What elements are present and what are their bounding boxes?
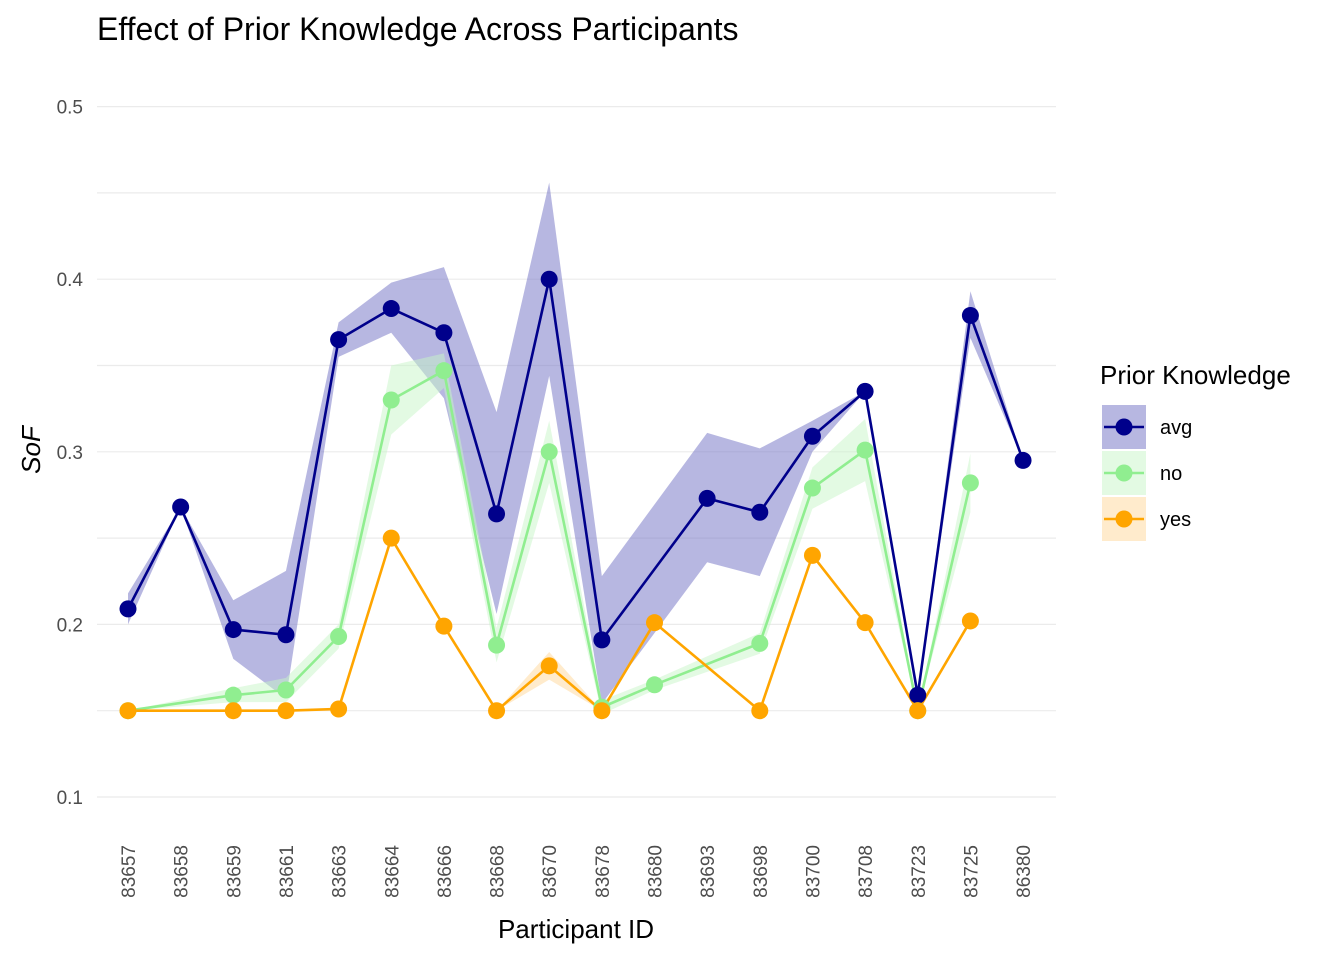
legend-key-point (1115, 418, 1133, 436)
legend-key-point (1115, 464, 1133, 482)
point-avg-83666 (435, 324, 453, 342)
x-tick-label: 83698 (751, 845, 772, 898)
x-tick-label: 83700 (803, 845, 824, 898)
point-avg-83670 (540, 270, 558, 288)
x-tick-label: 83680 (646, 845, 667, 898)
x-tick-label: 83658 (172, 845, 193, 898)
x-tick-label: 83663 (330, 845, 351, 898)
point-avg-83700 (803, 427, 821, 445)
x-tick-label: 83659 (224, 845, 245, 898)
point-yes-83700 (803, 546, 821, 564)
point-no-83670 (540, 443, 558, 461)
point-yes-83670 (540, 657, 558, 675)
point-yes-83680 (646, 614, 663, 632)
x-tick-label: 83678 (593, 845, 614, 898)
point-avg-83664 (382, 300, 400, 318)
point-no-83663 (330, 627, 348, 645)
legend-item-avg: avg (1102, 405, 1192, 449)
point-avg-83698 (751, 503, 769, 521)
point-no-83668 (488, 636, 506, 654)
point-avg-83663 (330, 331, 348, 349)
x-tick-label: 83723 (909, 845, 930, 898)
point-yes-83659 (224, 702, 242, 720)
x-tick-label: 86380 (1014, 845, 1035, 898)
point-avg-83708 (856, 382, 874, 400)
point-yes-83678 (593, 702, 611, 720)
x-tick-label: 83725 (961, 845, 982, 898)
legend: Prior Knowledge avg no yes (1100, 360, 1291, 541)
y-axis-ticks: 0.1 0.2 0.3 0.4 0.5 (57, 98, 84, 809)
y-tick-label: 0.2 (57, 615, 83, 636)
y-tick-label: 0.1 (57, 788, 83, 809)
x-axis-title: Participant ID (498, 914, 654, 944)
point-no-83700 (803, 479, 821, 497)
y-tick-label: 0.5 (57, 98, 83, 119)
x-tick-label: 83670 (540, 845, 561, 898)
point-yes-83661 (277, 702, 295, 720)
y-axis-title: SoF (16, 424, 46, 474)
point-avg-83678 (593, 631, 611, 649)
chart-title: Effect of Prior Knowledge Across Partici… (97, 11, 739, 47)
point-yes-83725 (961, 612, 979, 630)
y-tick-label: 0.3 (57, 443, 83, 464)
point-no-83659 (224, 686, 242, 704)
point-yes-83666 (435, 617, 453, 635)
point-yes-83657 (119, 702, 137, 720)
point-avg-83658 (172, 498, 190, 516)
point-avg-86380 (1014, 451, 1032, 469)
legend-label: no (1160, 463, 1182, 485)
point-yes-83698 (751, 702, 769, 720)
point-avg-83659 (224, 621, 242, 639)
x-tick-label: 83668 (488, 845, 509, 898)
point-no-83698 (751, 634, 769, 652)
point-avg-83723 (909, 686, 927, 704)
point-no-83666 (435, 362, 453, 380)
legend-items: avg no yes (1102, 405, 1192, 541)
point-yes-83668 (488, 702, 506, 720)
point-no-83661 (277, 681, 295, 699)
point-avg-83661 (277, 626, 295, 644)
x-axis-ticks: 83657 83658 83659 83661 83663 83664 83666 83668… (119, 845, 1035, 898)
point-yes-83664 (382, 529, 400, 547)
x-tick-label: 83661 (277, 845, 298, 898)
legend-title: Prior Knowledge (1100, 360, 1291, 390)
point-avg-83657 (119, 600, 137, 618)
band-avg (128, 182, 1024, 704)
point-yes-83723 (909, 702, 927, 720)
point-no-83664 (382, 391, 400, 409)
x-tick-label: 83693 (698, 845, 719, 898)
point-no-83725 (961, 474, 979, 492)
point-avg-83693 (698, 489, 716, 507)
x-tick-label: 83708 (856, 845, 877, 898)
point-avg-83725 (961, 306, 979, 324)
x-tick-label: 83666 (435, 845, 456, 898)
legend-item-no: no (1102, 451, 1182, 495)
y-tick-label: 0.4 (57, 270, 84, 291)
legend-label: avg (1160, 417, 1192, 439)
x-tick-label: 83657 (119, 845, 140, 898)
legend-item-yes: yes (1102, 497, 1191, 541)
confidence-bands (128, 182, 1024, 715)
point-no-83708 (856, 441, 874, 459)
legend-key-point (1115, 510, 1133, 528)
point-yes-83663 (330, 700, 348, 718)
band-yes (128, 538, 971, 711)
series-points (119, 270, 1032, 720)
point-no-83680 (646, 676, 663, 694)
x-tick-label: 83664 (382, 845, 403, 898)
point-yes-83708 (856, 614, 874, 632)
band-no (128, 353, 971, 715)
legend-label: yes (1160, 509, 1191, 531)
point-avg-83668 (488, 505, 506, 523)
